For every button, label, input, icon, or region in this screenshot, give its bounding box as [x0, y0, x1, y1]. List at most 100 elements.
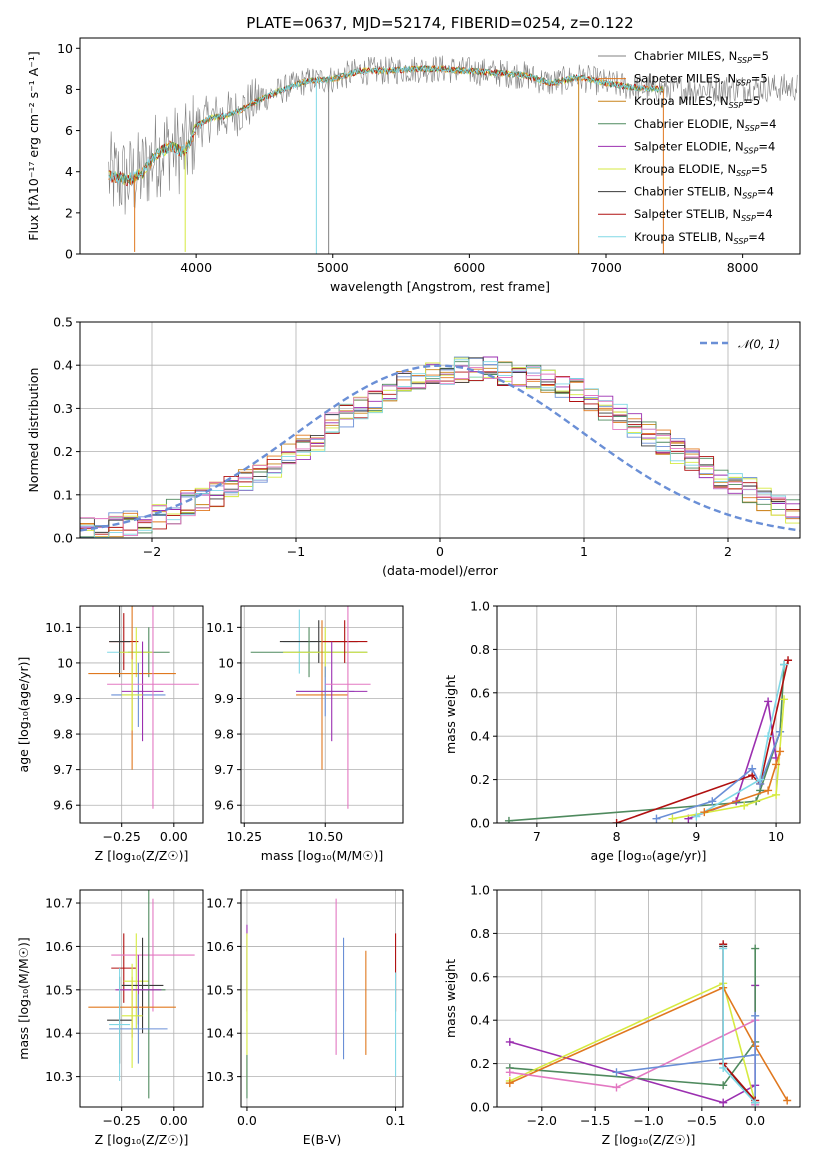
weight-marker [700, 808, 709, 817]
x-tick-label: 9 [692, 829, 700, 844]
y-tick-label: 0.8 [470, 642, 490, 657]
legend-label: Chabrier STELIB, NSSP=4 [634, 185, 774, 201]
y-tick-label: 4 [65, 164, 73, 179]
y-tick-label: 9.9 [53, 691, 73, 706]
weight-line [616, 660, 789, 823]
x-tick-label: −0.25 [103, 829, 141, 844]
weight-line [616, 1015, 756, 1103]
plot-area [505, 940, 792, 1107]
axes-frame [240, 889, 404, 1108]
weight-line [672, 699, 785, 820]
legend-label: Kroupa STELIB, NSSP=4 [634, 230, 765, 246]
y-tick-label: 0.1 [53, 487, 73, 502]
plot-area [246, 898, 397, 1099]
x-tick-label: 8 [613, 829, 621, 844]
weight-marker [652, 814, 661, 823]
y-tick-label: 10 [57, 655, 73, 670]
y-tick-label: 0.4 [53, 358, 73, 373]
x-tick-label: 4000 [180, 260, 212, 275]
x-tick-label: −0.5 [687, 1113, 717, 1128]
x-tick-label: −2 [143, 544, 161, 559]
legend-label: 𝒩(0, 1) [738, 337, 780, 351]
weight-marker [692, 812, 701, 821]
x-tick-label: −0.25 [103, 1113, 141, 1128]
y-tick-label: 0.0 [470, 1100, 490, 1115]
legend-label: Salpeter STELIB, NSSP=4 [634, 207, 773, 223]
weight-marker [780, 660, 789, 669]
x-tick-label: 0.0 [237, 1113, 257, 1128]
x-tick-label: 0.00 [160, 829, 188, 844]
weight-marker [751, 1050, 760, 1059]
axes-frame [79, 889, 204, 1108]
x-tick-label: 5000 [317, 260, 349, 275]
x-axis-label: Z [log₁₀(Z/Z☉)] [602, 1132, 696, 1147]
y-tick-label: 10.4 [206, 1026, 234, 1041]
x-tick-label: 0.1 [386, 1113, 406, 1128]
y-tick-label: 10.3 [45, 1069, 73, 1084]
weight-marker [784, 656, 793, 665]
weight-marker [776, 727, 785, 736]
y-axis-label: age [log₁₀(age/yr)] [16, 657, 31, 773]
weight-marker [719, 1081, 728, 1090]
y-axis-label: mass [log₁₀(M/M☉)] [16, 937, 31, 1059]
weight-line [695, 664, 785, 818]
plot-area [250, 606, 371, 809]
x-tick-label: 0.00 [160, 1113, 188, 1128]
y-tick-label: 0.2 [470, 1056, 490, 1071]
y-tick-label: 9.8 [214, 727, 234, 742]
y-tick-label: 0.8 [470, 926, 490, 941]
weight-marker [719, 1063, 728, 1072]
y-axis-label: mass weight [443, 675, 458, 754]
x-tick-label: 2 [724, 544, 732, 559]
x-tick-label: −1 [287, 544, 305, 559]
weight-marker [783, 1096, 792, 1105]
x-axis-label: Z [log₁₀(Z/Z☉)] [95, 848, 189, 863]
weight-marker [764, 697, 773, 706]
panel-mass-weight-vs-Z: −2.0 −1.5 −1.0 −0.5 0.0 0.0 0.2 0.4 0.6 0.8 1.0 Z [… [443, 883, 801, 1147]
y-tick-label: 0.6 [470, 969, 490, 984]
plot-area [88, 890, 195, 1099]
weight-marker [772, 790, 781, 799]
plot-area [504, 656, 793, 823]
y-tick-label: 10.7 [206, 896, 234, 911]
x-tick-label: 8000 [727, 260, 759, 275]
y-axis-label: mass weight [443, 959, 458, 1038]
y-tick-label: 9.8 [53, 727, 73, 742]
weight-marker [751, 1011, 760, 1020]
weight-line [509, 986, 788, 1101]
weight-marker [764, 732, 773, 741]
weight-marker [505, 1068, 514, 1077]
panel-age-vs-mass: 10.25 10.50 9.6 9.7 9.8 9.9 10 10.1 mass [log₁₀(… [206, 605, 404, 863]
gaussian-curve [80, 364, 800, 532]
weight-line [508, 664, 785, 822]
x-tick-label: 10 [768, 829, 784, 844]
x-tick-label: 7 [533, 829, 541, 844]
x-tick-label: −2.0 [527, 1113, 557, 1128]
y-tick-label: 10 [57, 41, 73, 56]
weight-marker [772, 760, 781, 769]
x-tick-label: 1 [580, 544, 588, 559]
y-tick-label: 8 [65, 82, 73, 97]
spectrum-observed [108, 55, 798, 215]
x-tick-label: 7000 [590, 260, 622, 275]
legend-label: Kroupa ELODIE, NSSP=5 [634, 162, 768, 178]
y-tick-label: 9.9 [214, 691, 234, 706]
weight-marker [719, 1098, 728, 1107]
x-tick-label: 10.50 [307, 829, 343, 844]
y-tick-label: 0.2 [53, 444, 73, 459]
spectrum-model-line [108, 64, 664, 185]
weight-marker [756, 775, 765, 784]
y-tick-label: 10.4 [45, 1026, 73, 1041]
y-tick-label: 1.0 [470, 599, 490, 614]
legend-label: Kroupa MILES, NSSP=5 [634, 94, 760, 110]
plot-area [88, 606, 199, 809]
weight-marker [751, 944, 760, 953]
panel-residuals: −2 −1 0 1 2 0.0 0.1 0.2 0.3 0.4 0.5 (data-model)/er… [26, 315, 801, 578]
y-tick-label: 1.0 [470, 883, 490, 898]
y-tick-label: 10 [218, 655, 234, 670]
x-axis-label: E(B-V) [303, 1132, 342, 1147]
y-tick-label: 6 [65, 123, 73, 138]
x-tick-label: 10.25 [226, 829, 262, 844]
axes-frame [79, 37, 801, 255]
